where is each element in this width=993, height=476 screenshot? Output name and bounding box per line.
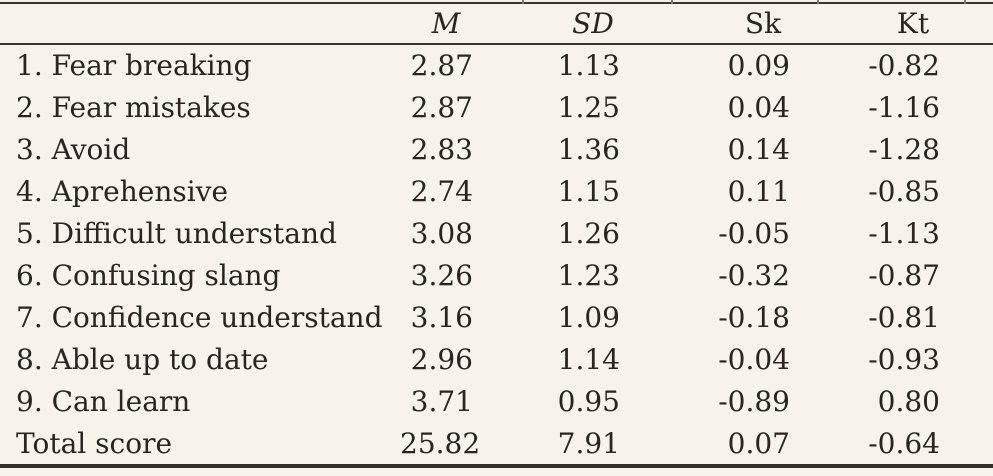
cell-sd: 1.26 xyxy=(557,216,620,250)
header-row: M SD Sk Kt xyxy=(0,3,993,45)
table-row: 6. Confusing slang 3.26 1.23 -0.32 -0.87 xyxy=(0,254,993,296)
spacer-cell xyxy=(965,212,993,254)
cell-mean: 2.87 xyxy=(410,90,473,124)
item-label: 5. Difficult understand xyxy=(16,216,337,250)
item-label: 4. Aprehensive xyxy=(16,174,229,208)
cell-kurtosis: -0.82 xyxy=(868,49,940,82)
spacer-cell xyxy=(965,338,993,380)
column-header-item xyxy=(0,3,400,45)
descriptive-statistics-table: M SD Sk Kt 1. Fear breaking 2.87 1.13 0.… xyxy=(0,2,993,468)
cell-kurtosis: -0.87 xyxy=(868,258,940,292)
cell-kurtosis: -0.85 xyxy=(868,174,940,208)
spacer-cell xyxy=(965,44,993,86)
cell-sd: 1.13 xyxy=(557,49,620,82)
cell-kurtosis: -0.93 xyxy=(868,342,940,376)
cell-sd: 1.14 xyxy=(557,342,620,376)
spacer-cell xyxy=(965,254,993,296)
crop-tick xyxy=(964,0,966,4)
cell-skewness: 0.07 xyxy=(727,426,790,460)
cell-mean: 3.08 xyxy=(410,216,473,250)
item-label: Total score xyxy=(16,426,173,460)
column-header-sd: SD xyxy=(523,3,672,45)
cell-mean: 3.16 xyxy=(410,300,473,334)
crop-tick xyxy=(671,0,673,4)
cell-skewness: -0.04 xyxy=(718,342,790,376)
spacer-cell xyxy=(965,3,993,45)
table-row: 5. Difficult understand 3.08 1.26 -0.05 … xyxy=(0,212,993,254)
column-header-skewness: Sk xyxy=(672,3,818,45)
cell-skewness: 0.09 xyxy=(727,49,790,82)
cell-kurtosis: -1.16 xyxy=(868,90,940,124)
cell-mean: 2.74 xyxy=(410,174,473,208)
cell-kurtosis: -0.81 xyxy=(868,300,940,334)
table-row: 3. Avoid 2.83 1.36 0.14 -1.28 xyxy=(0,128,993,170)
cell-mean: 2.96 xyxy=(410,342,473,376)
item-label: 6. Confusing slang xyxy=(16,258,281,292)
spacer-cell xyxy=(965,422,993,466)
cell-kurtosis: -1.28 xyxy=(868,132,940,166)
cell-skewness: -0.18 xyxy=(718,300,790,334)
item-label: 2. Fear mistakes xyxy=(16,90,251,124)
cell-skewness: 0.04 xyxy=(727,90,790,124)
spacer-cell xyxy=(965,86,993,128)
cell-sd: 1.36 xyxy=(557,132,620,166)
cell-kurtosis: -0.64 xyxy=(868,426,940,460)
spacer-cell xyxy=(965,380,993,422)
cell-skewness: -0.05 xyxy=(718,216,790,250)
item-label: 1. Fear breaking xyxy=(16,49,252,82)
spacer-cell xyxy=(965,170,993,212)
crop-tick xyxy=(817,0,819,4)
cell-sd: 7.91 xyxy=(557,426,620,460)
item-label: 8. Able up to date xyxy=(16,342,269,376)
spacer-cell xyxy=(965,296,993,338)
crop-tick xyxy=(522,0,524,4)
cell-kurtosis: -1.13 xyxy=(868,216,940,250)
table-row: 4. Aprehensive 2.74 1.15 0.11 -0.85 xyxy=(0,170,993,212)
cell-skewness: -0.32 xyxy=(718,258,790,292)
cell-mean: 3.26 xyxy=(410,258,473,292)
cell-sd: 1.23 xyxy=(557,258,620,292)
item-label: 3. Avoid xyxy=(16,132,131,166)
cell-skewness: -0.89 xyxy=(718,384,790,418)
cell-mean: 2.83 xyxy=(410,132,473,166)
table-row-total: Total score 25.82 7.91 0.07 -0.64 xyxy=(0,422,993,466)
cell-skewness: 0.14 xyxy=(727,132,790,166)
table-row: 9. Can learn 3.71 0.95 -0.89 0.80 xyxy=(0,380,993,422)
cell-mean: 2.87 xyxy=(410,49,473,82)
item-label: 9. Can learn xyxy=(16,384,191,418)
table-row: 2. Fear mistakes 2.87 1.25 0.04 -1.16 xyxy=(0,86,993,128)
column-header-kurtosis: Kt xyxy=(818,3,965,45)
column-header-mean: M xyxy=(400,3,523,45)
cell-mean: 25.82 xyxy=(400,426,481,460)
cell-sd: 1.09 xyxy=(557,300,620,334)
cell-skewness: 0.11 xyxy=(727,174,790,208)
cell-sd: 1.25 xyxy=(557,90,620,124)
item-label: 7. Confidence understand xyxy=(16,300,383,334)
spacer-cell xyxy=(965,128,993,170)
table-row: 8. Able up to date 2.96 1.14 -0.04 -0.93 xyxy=(0,338,993,380)
cell-mean: 3.71 xyxy=(410,384,473,418)
cell-kurtosis: 0.80 xyxy=(877,384,940,418)
cell-sd: 1.15 xyxy=(557,174,620,208)
table-row: 1. Fear breaking 2.87 1.13 0.09 -0.82 xyxy=(0,44,993,86)
table-row: 7. Confidence understand 3.16 1.09 -0.18… xyxy=(0,296,993,338)
cell-sd: 0.95 xyxy=(557,384,620,418)
